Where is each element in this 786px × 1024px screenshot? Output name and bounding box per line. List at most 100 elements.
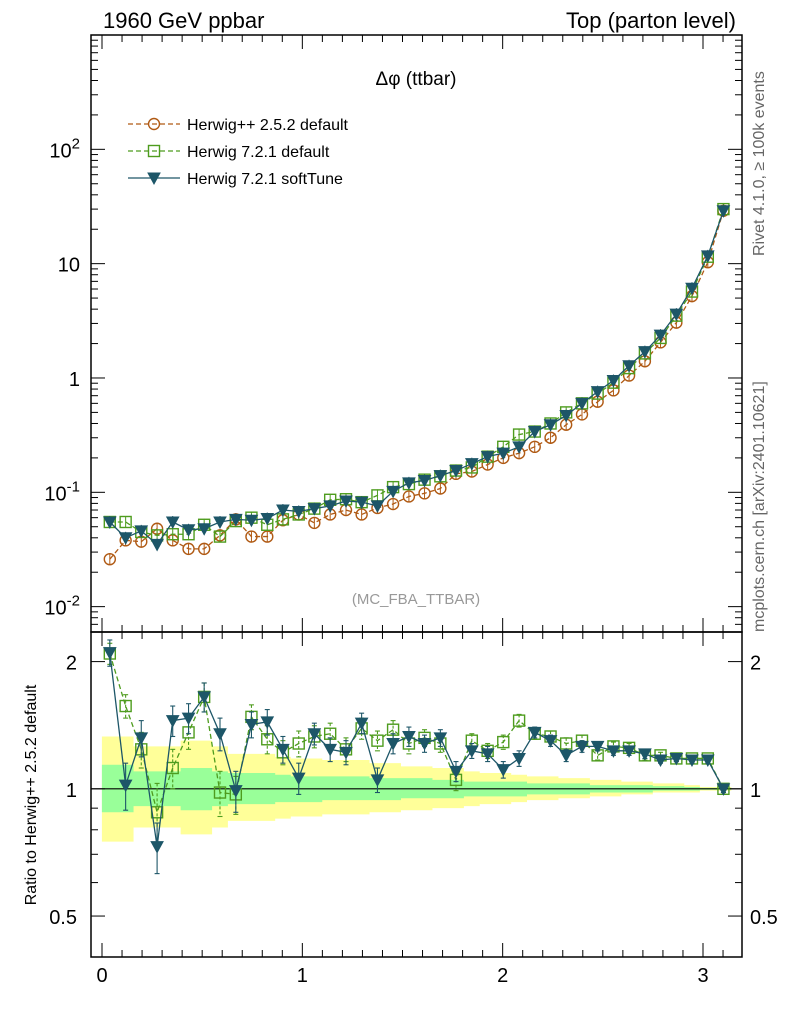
legend-marker-2 (147, 172, 161, 186)
ratio-point-1-12 (291, 772, 306, 786)
header-right: Top (parton level) (566, 8, 736, 33)
main-point-1-26 (512, 428, 526, 441)
ratio-series-line-1 (109, 652, 725, 847)
main-series-line-1 (109, 208, 725, 538)
ratio-y-tick-label: 2 (66, 653, 77, 675)
ratio-x-tick-label: 3 (697, 965, 708, 987)
ratio-point-1-32 (606, 745, 621, 758)
ratio-point-0-17 (371, 734, 384, 747)
legend-label-2: Herwig 7.2.1 softTune (187, 171, 343, 188)
main-point-2-4 (165, 516, 180, 530)
ratio-point-1-1 (118, 779, 133, 793)
ratio-point-0-25 (497, 735, 510, 749)
main-y-tick-label: 10-1 (44, 478, 80, 505)
ratio-y-tick-label-right: 2 (750, 653, 761, 675)
main-point-2-12 (291, 505, 306, 519)
main-point-0-5 (182, 542, 195, 556)
header-left: 1960 GeV ppbar (103, 8, 265, 33)
main-point-2-32 (606, 375, 621, 388)
ratio-y-tick-label: 1 (66, 780, 77, 802)
main-series-line-2 (109, 210, 725, 546)
main-point-2-37 (685, 282, 699, 296)
ratio-point-1-9 (244, 718, 259, 732)
main-point-2-30 (575, 397, 589, 411)
ratio-point-1-35 (653, 754, 668, 768)
main-point-2-8 (228, 513, 243, 527)
main-point-2-1 (118, 532, 133, 545)
ratio-point-0-1 (119, 699, 132, 713)
main-y-tick-label: 10 (58, 255, 80, 277)
ratio-x-tick-label: 1 (297, 965, 308, 987)
ratio-point-1-22 (449, 765, 463, 779)
main-point-1-7 (213, 530, 227, 543)
ratio-point-1-0 (102, 647, 117, 660)
main-point-2-28 (543, 419, 558, 432)
main-point-2-24 (480, 451, 495, 464)
ratio-point-1-15 (339, 746, 353, 760)
main-point-2-22 (449, 465, 463, 478)
main-point-2-39 (716, 205, 731, 218)
ratio-point-0-12 (292, 737, 305, 750)
ratio-point-1-26 (512, 752, 526, 766)
main-point-2-18 (386, 485, 400, 499)
ratio-point-1-6 (197, 691, 212, 704)
ratio-point-1-23 (464, 745, 479, 758)
main-point-2-33 (622, 360, 636, 373)
main-point-2-13 (307, 503, 322, 516)
main-point-0-0 (103, 552, 117, 566)
ratio-point-1-25 (496, 764, 511, 777)
ratio-point-1-29 (559, 749, 574, 763)
main-y-tick-label: 1 (69, 369, 80, 391)
ratio-point-1-8 (228, 785, 243, 798)
ratio-point-1-18 (386, 738, 400, 751)
main-point-0-19 (402, 490, 416, 503)
ratio-point-0-26 (512, 714, 526, 727)
chart-title: Δφ (ttbar) (376, 69, 457, 90)
ratio-point-1-16 (354, 717, 369, 731)
main-point-0-20 (418, 487, 431, 500)
main-point-0-21 (434, 482, 447, 495)
ratio-point-1-31 (590, 740, 605, 754)
main-point-2-5 (181, 524, 196, 537)
main-point-2-34 (638, 346, 652, 359)
main-point-2-14 (323, 500, 338, 513)
main-point-2-0 (102, 516, 117, 530)
main-point-2-7 (213, 516, 227, 530)
ratio-plot-frame (90, 631, 743, 958)
main-point-2-38 (700, 250, 715, 263)
main-y-tick-label: 10-2 (44, 593, 80, 620)
ratio-point-1-7 (213, 728, 227, 741)
ratio-point-1-30 (575, 740, 589, 754)
ratio-point-1-11 (276, 743, 290, 757)
legend-label-1: Herwig 7.2.1 default (187, 144, 330, 161)
main-point-2-35 (653, 329, 668, 343)
main-point-0-10 (261, 530, 274, 543)
ratio-point-1-27 (527, 726, 542, 740)
ratio-point-1-36 (669, 752, 684, 766)
main-point-0-13 (308, 516, 321, 530)
main-point-2-6 (197, 523, 212, 536)
ratio-point-1-2 (134, 732, 149, 745)
ratio-point-1-28 (543, 735, 558, 748)
ratio-point-1-38 (700, 754, 715, 768)
main-point-2-19 (402, 477, 416, 490)
main-point-2-36 (669, 308, 684, 322)
ratio-point-1-14 (323, 743, 338, 757)
main-y-tick-label: 102 (49, 135, 80, 162)
ratio-point-1-4 (165, 715, 180, 728)
main-point-0-18 (386, 497, 400, 511)
main-point-2-16 (354, 496, 369, 510)
ratio-point-1-19 (402, 730, 416, 744)
ratio-point-1-10 (260, 716, 275, 729)
main-point-2-31 (590, 386, 605, 399)
ratio-point-0-7 (213, 786, 227, 799)
ratio-point-1-21 (433, 732, 448, 745)
main-point-2-10 (260, 513, 275, 526)
ratio-y-tick-label-right: 0.5 (750, 907, 778, 929)
ratio-point-1-39 (716, 783, 731, 796)
ratio-y-tick-label: 0.5 (49, 907, 77, 929)
main-point-2-27 (527, 426, 542, 439)
main-point-2-29 (559, 409, 574, 423)
legend-marker-1 (147, 144, 161, 158)
main-point-2-20 (417, 474, 432, 488)
